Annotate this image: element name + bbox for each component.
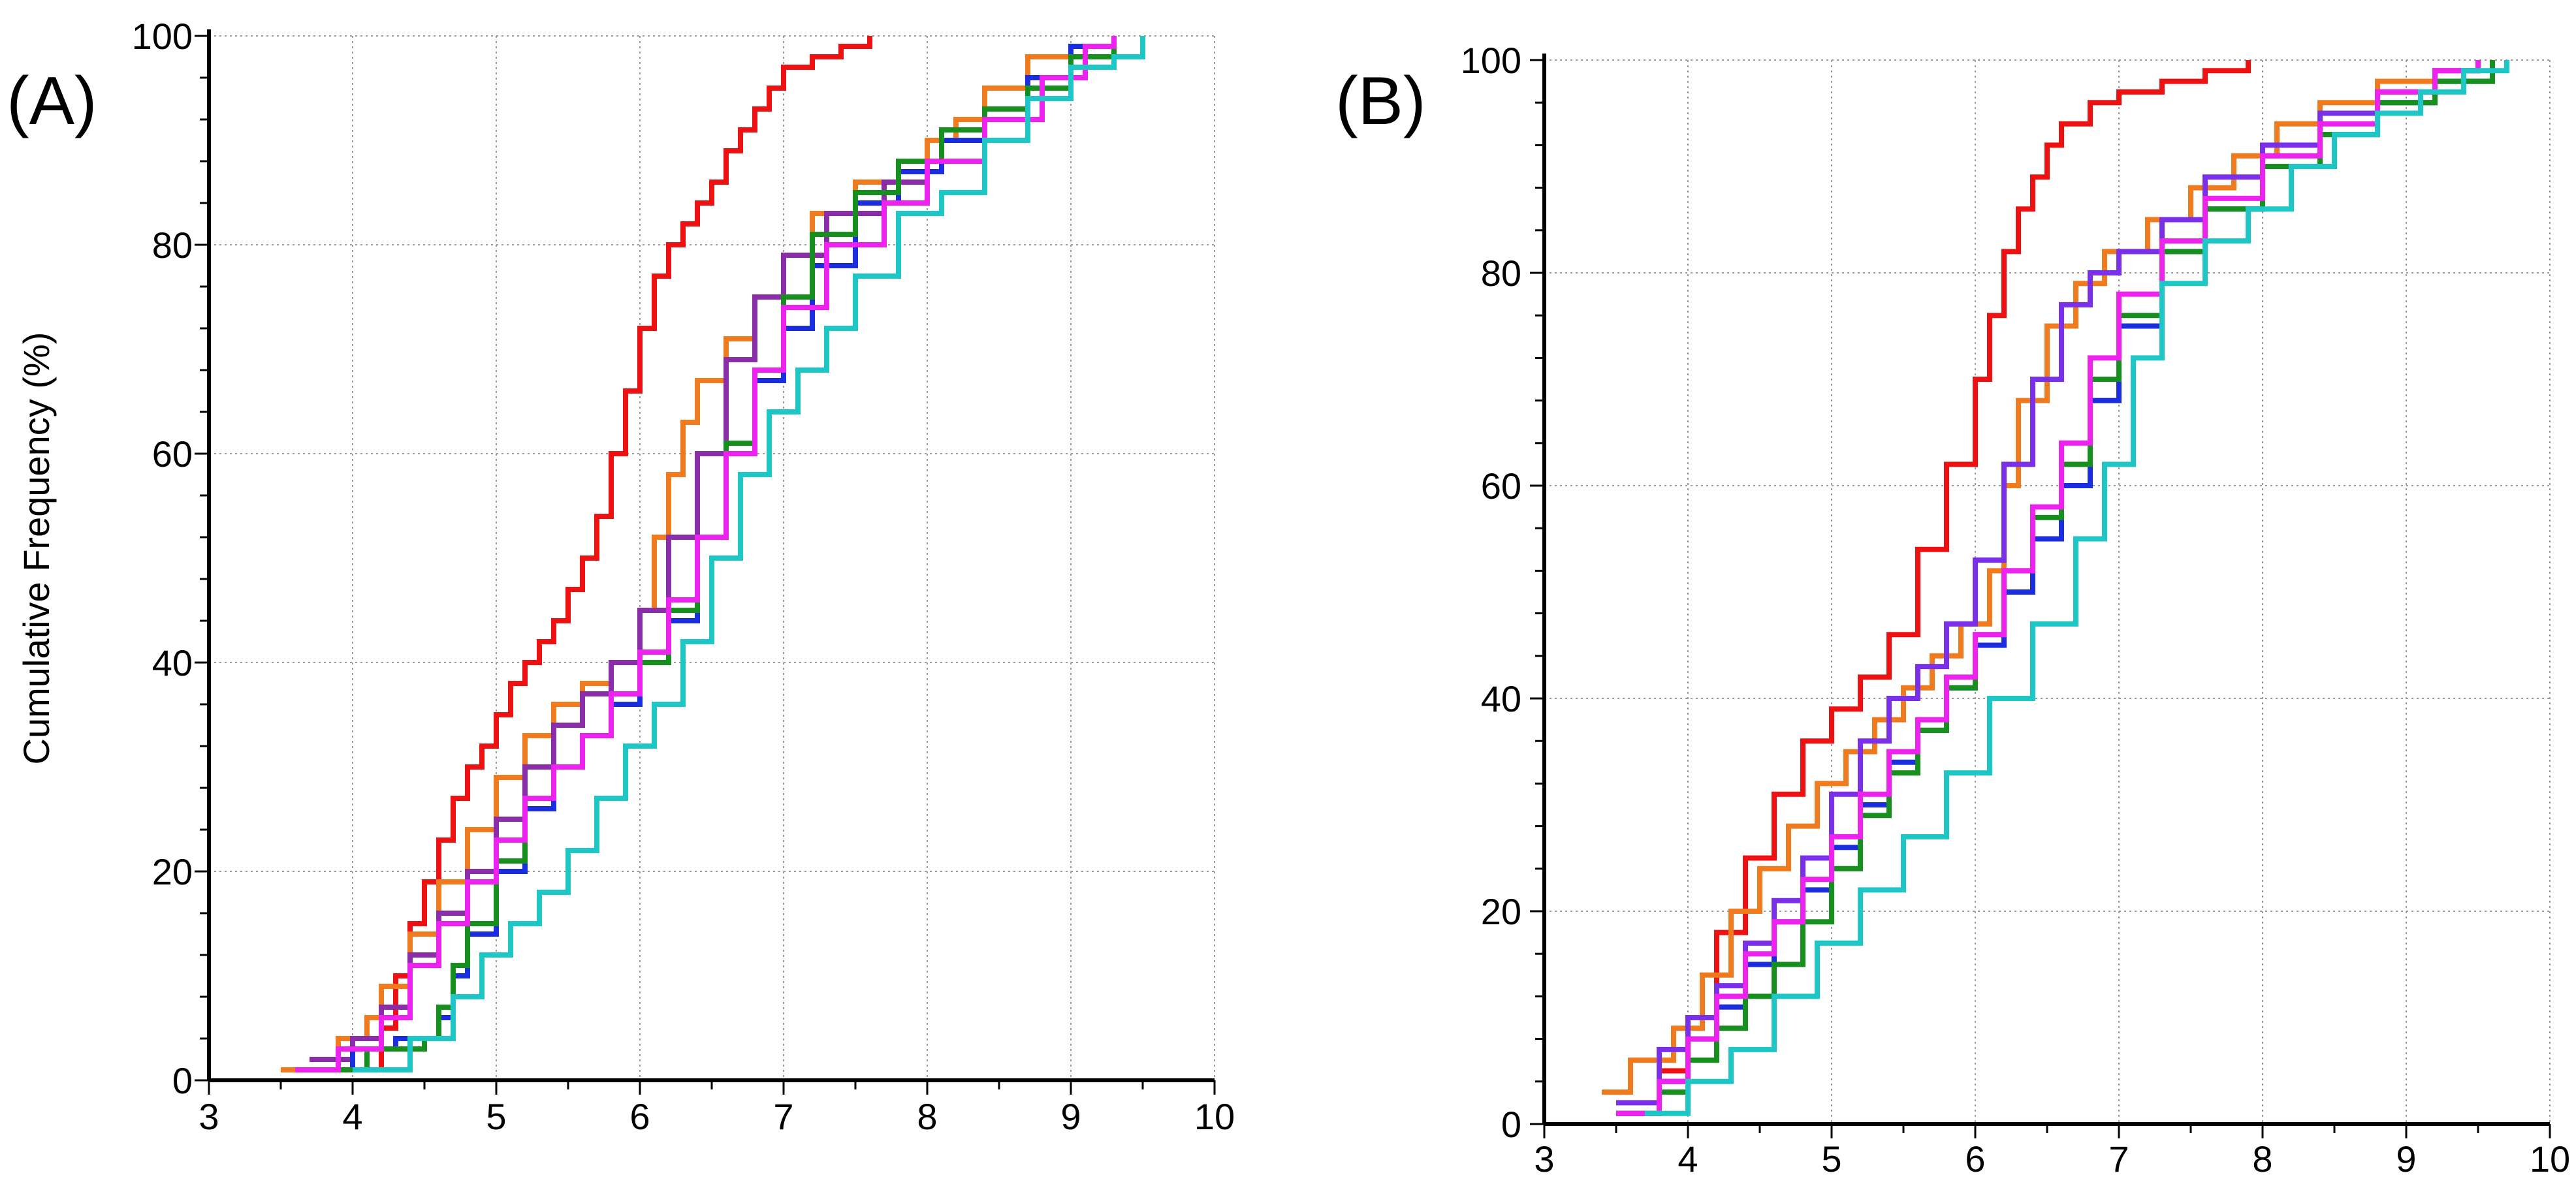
x-tick-label: 3 <box>1534 1138 1554 1180</box>
x-tick-label: 3 <box>199 1096 219 1137</box>
y-tick-label: 60 <box>152 433 193 475</box>
y-tick-label: 80 <box>1481 253 1521 294</box>
x-tick-label: 9 <box>1060 1096 1081 1137</box>
x-tick-label: 5 <box>1821 1138 1841 1180</box>
y-tick-label: 40 <box>152 642 193 683</box>
y-tick-label: 100 <box>1461 40 1521 81</box>
y-tick-label: 20 <box>1481 891 1521 932</box>
series-line-cyan <box>353 36 1145 1072</box>
x-tick-label: 4 <box>342 1096 362 1137</box>
series-line-magenta <box>1616 60 2481 1116</box>
x-tick-label: 9 <box>2396 1138 2416 1180</box>
y-tick-label: 40 <box>1481 678 1521 719</box>
x-tick-label: 8 <box>917 1096 937 1137</box>
y-tick-label: 60 <box>1481 465 1521 507</box>
x-tick-label: 8 <box>2252 1138 2272 1180</box>
y-tick-label: 20 <box>152 851 193 892</box>
x-tick-label: 7 <box>2108 1138 2129 1180</box>
x-tick-label: 5 <box>486 1096 506 1137</box>
series-line-orange <box>1602 60 2481 1095</box>
series-line-purple <box>1616 60 2481 1106</box>
series-line-magenta <box>295 36 1117 1072</box>
x-tick-label: 7 <box>773 1096 793 1137</box>
series-line-cyan <box>1645 60 2509 1116</box>
x-tick-label: 6 <box>1965 1138 1985 1180</box>
x-tick-label: 10 <box>2530 1138 2570 1180</box>
panel-label: (B) <box>1335 63 1426 139</box>
x-tick-label: 10 <box>1194 1096 1235 1137</box>
y-tick-label: 100 <box>132 16 193 57</box>
x-tick-label: 6 <box>629 1096 650 1137</box>
series-line-red <box>1616 60 2251 1116</box>
panel-label: (A) <box>7 63 97 139</box>
x-tick-label: 4 <box>1678 1138 1698 1180</box>
y-tick-label: 0 <box>172 1060 193 1101</box>
y-axis-title: Cumulative Frequency (%) <box>16 332 57 765</box>
series-line-red <box>338 36 872 1072</box>
y-tick-label: 0 <box>1501 1104 1521 1145</box>
y-tick-label: 80 <box>152 225 193 266</box>
